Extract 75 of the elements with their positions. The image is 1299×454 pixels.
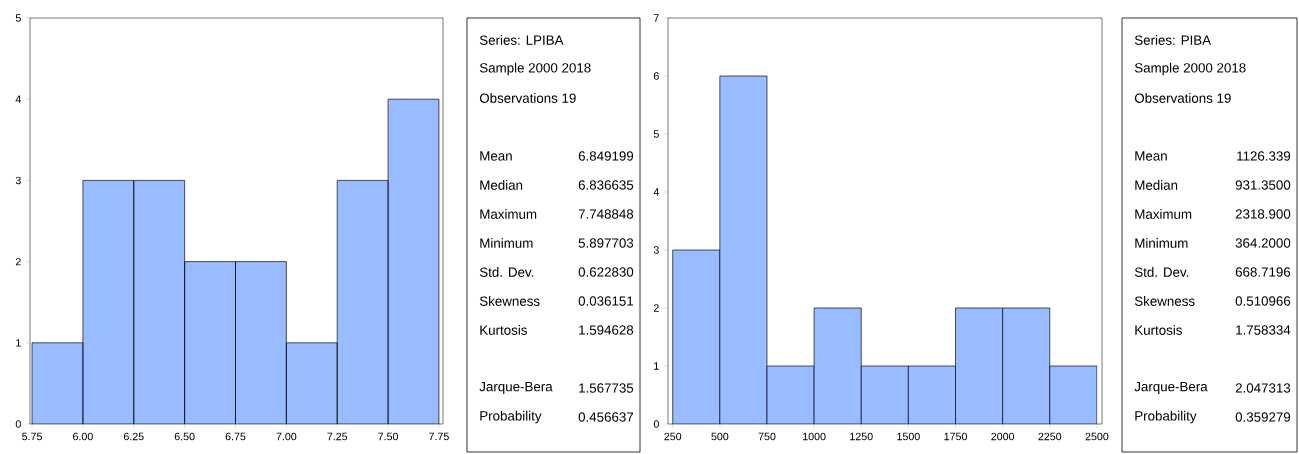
x-tick-label: 7.25 xyxy=(327,432,348,441)
x-tick-label: 7.75 xyxy=(429,432,449,441)
x-tick-label: 5.75 xyxy=(22,432,42,441)
text: 5.897703 xyxy=(578,238,634,248)
y-tick-label: 2 xyxy=(15,257,21,266)
text: 1126.339 xyxy=(1237,151,1291,161)
x-tick-label: 7.50 xyxy=(378,432,399,441)
text: 0.036151 xyxy=(578,296,634,306)
text: Kurtosis xyxy=(1135,325,1182,335)
y-tick-label: 2 xyxy=(653,304,659,312)
text: Skewness xyxy=(479,296,540,306)
x-tick-label: 2500 xyxy=(1085,432,1109,441)
y-tick-label: 3 xyxy=(15,176,21,185)
text: Maximum xyxy=(1135,209,1192,219)
y-tick-label: 6 xyxy=(653,72,659,80)
text: Median xyxy=(480,180,523,190)
text: Std. Dev. xyxy=(1134,267,1189,277)
y-tick-label: 0 xyxy=(15,420,21,428)
x-tick-label: 1250 xyxy=(850,432,873,441)
x-tick-label: 6.75 xyxy=(225,432,246,441)
text: 668.7196 xyxy=(1235,267,1291,277)
text: Kurtosis xyxy=(480,325,527,335)
text: 6.836635 xyxy=(578,180,634,190)
x-tick-label: 750 xyxy=(758,432,776,441)
text: 931.3500 xyxy=(1235,180,1291,190)
text: Series: PIBA xyxy=(1134,35,1212,45)
text: Mean xyxy=(480,151,512,161)
text: 7.748848 xyxy=(578,209,634,219)
text: 6.849199 xyxy=(578,151,634,161)
y-tick-label: 4 xyxy=(653,188,659,196)
x-tick-label: 7.00 xyxy=(276,432,297,441)
text: Minimum xyxy=(1135,238,1188,248)
text: Jarque-Bera xyxy=(1134,382,1208,394)
text: 0.359279 xyxy=(1235,412,1291,422)
text: 364.2000 xyxy=(1235,238,1291,248)
text: Sample 2000 2018 xyxy=(479,62,591,76)
y-tick-label: 5 xyxy=(653,130,659,138)
y-tick-label: 1 xyxy=(654,362,659,370)
text: Std. Dev. xyxy=(479,267,534,277)
y-tick-label: 0 xyxy=(653,420,659,428)
y-tick-label: 5 xyxy=(15,14,21,22)
x-tick-label: 500 xyxy=(711,432,729,441)
text: Observations 19 xyxy=(479,93,576,103)
text: 1.758334 xyxy=(1236,325,1291,335)
y-tick-label: 1 xyxy=(16,339,21,347)
text: Probability xyxy=(480,410,542,424)
text: Maximum xyxy=(480,209,537,219)
x-tick-label: 6.00 xyxy=(73,432,93,441)
text: 0.456637 xyxy=(578,412,634,422)
text: Median xyxy=(1135,180,1178,190)
text: Mean xyxy=(1135,151,1167,161)
x-tick-label: 2000 xyxy=(991,432,1015,441)
x-tick-label: 6.25 xyxy=(123,432,144,441)
text: Skewness xyxy=(1134,296,1195,306)
text: Sample 2000 2018 xyxy=(1134,62,1246,76)
x-tick-label: 2250 xyxy=(1038,432,1062,441)
text: 1.594628 xyxy=(579,325,634,335)
x-tick-label: 6.50 xyxy=(174,432,195,441)
text: 1.567735 xyxy=(579,383,634,393)
text: Minimum xyxy=(480,238,533,248)
x-tick-label: 1000 xyxy=(803,432,826,441)
y-tick-label: 3 xyxy=(653,246,659,254)
text: Series: LPIBA xyxy=(479,35,564,45)
text: Jarque-Bera xyxy=(479,382,553,394)
x-tick-label: 250 xyxy=(664,432,682,441)
text: 0.510966 xyxy=(1235,296,1291,306)
x-tick-label: 1750 xyxy=(944,432,967,441)
y-tick-label: 4 xyxy=(15,95,21,103)
x-tick-label: 1500 xyxy=(897,432,920,441)
text: Probability xyxy=(1135,410,1197,424)
text: Observations 19 xyxy=(1134,93,1231,103)
text: 2.047313 xyxy=(1235,383,1291,393)
y-tick-label: 7 xyxy=(653,14,659,22)
text: 2318.900 xyxy=(1235,209,1291,219)
text: 0.622830 xyxy=(578,267,634,277)
